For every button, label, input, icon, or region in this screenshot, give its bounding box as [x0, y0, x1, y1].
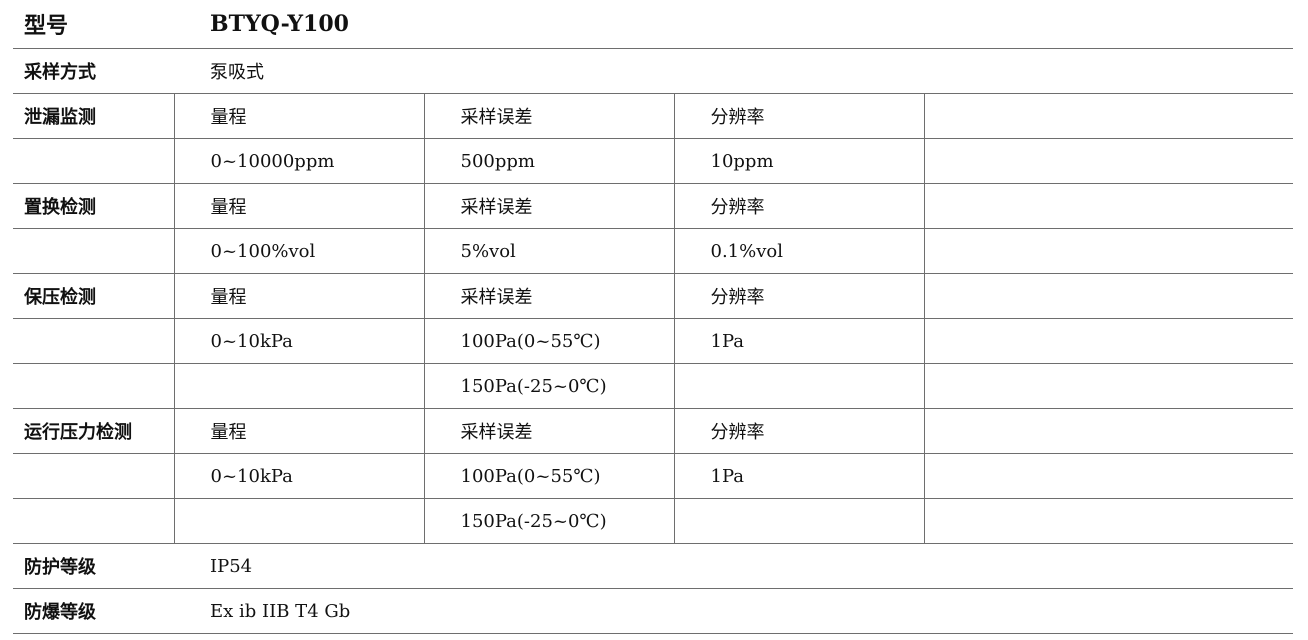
table-row: 150Pa(-25~0℃)	[13, 498, 1294, 544]
sampling-method-value: 泵吸式	[174, 48, 1294, 94]
table-cell	[923, 408, 1294, 454]
table-cell: 0~100%vol	[173, 228, 424, 274]
table-row: 0~10000ppm 500ppm 10ppm	[13, 138, 1294, 184]
table-cell: 分辨率	[673, 408, 924, 454]
row-label	[13, 228, 174, 274]
table-cell: 量程	[173, 408, 424, 454]
explosion-proof-label: 防爆等级	[13, 588, 174, 634]
table-cell	[923, 183, 1294, 229]
table-cell: 0.1%vol	[673, 228, 924, 274]
protection-value: IP54	[174, 543, 1294, 589]
table-cell: 150Pa(-25~0℃)	[423, 498, 674, 544]
table-row: 运行压力检测 量程 采样误差 分辨率	[13, 408, 1294, 454]
table-cell: 分辨率	[673, 183, 924, 229]
table-cell: 1Pa	[673, 318, 924, 364]
row-label: 运行压力检测	[13, 408, 174, 454]
row-label	[13, 453, 174, 499]
row-explosion-proof: 防爆等级 Ex ib IIB T4 Gb	[13, 588, 1294, 634]
table-row: 150Pa(-25~0℃)	[13, 363, 1294, 409]
table-cell	[923, 363, 1294, 409]
table-cell: 5%vol	[423, 228, 674, 274]
table-cell: 0~10000ppm	[173, 138, 424, 184]
row-label: 泄漏监测	[13, 93, 174, 139]
table-cell	[923, 228, 1294, 274]
row-label	[13, 363, 174, 409]
row-label	[13, 498, 174, 544]
row-label: 置换检测	[13, 183, 174, 229]
table-cell: 100Pa(0~55℃)	[423, 318, 674, 364]
table-cell: 150Pa(-25~0℃)	[423, 363, 674, 409]
table-cell: 分辨率	[673, 93, 924, 139]
table-row: 0~100%vol 5%vol 0.1%vol	[13, 228, 1294, 274]
table-cell: 0~10kPa	[173, 453, 424, 499]
model-label: 型号	[13, 0, 174, 49]
spec-table: 型号 BTYQ-Y100 采样方式 泵吸式 泄漏监测 量程 采样误差 分辨率 0~100…	[13, 0, 1294, 634]
model-value: BTYQ-Y100	[174, 0, 1294, 49]
table-cell: 采样误差	[423, 273, 674, 319]
row-model: 型号 BTYQ-Y100	[13, 0, 1294, 49]
table-cell	[673, 498, 924, 544]
row-sampling-method: 采样方式 泵吸式	[13, 48, 1294, 94]
table-cell: 采样误差	[423, 93, 674, 139]
table-row: 0~10kPa 100Pa(0~55℃) 1Pa	[13, 318, 1294, 364]
sampling-method-label: 采样方式	[13, 48, 174, 94]
table-cell	[923, 453, 1294, 499]
table-cell: 采样误差	[423, 183, 674, 229]
table-cell	[923, 318, 1294, 364]
explosion-proof-value: Ex ib IIB T4 Gb	[174, 588, 1294, 634]
table-cell	[923, 498, 1294, 544]
table-cell	[173, 498, 424, 544]
table-cell: 采样误差	[423, 408, 674, 454]
table-cell: 0~10kPa	[173, 318, 424, 364]
table-cell: 100Pa(0~55℃)	[423, 453, 674, 499]
table-cell	[173, 363, 424, 409]
table-cell: 分辨率	[673, 273, 924, 319]
row-label: 保压检测	[13, 273, 174, 319]
table-cell: 量程	[173, 183, 424, 229]
table-cell: 量程	[173, 273, 424, 319]
table-cell: 10ppm	[673, 138, 924, 184]
table-row: 泄漏监测 量程 采样误差 分辨率	[13, 93, 1294, 139]
table-cell: 1Pa	[673, 453, 924, 499]
table-cell: 量程	[173, 93, 424, 139]
table-row: 置换检测 量程 采样误差 分辨率	[13, 183, 1294, 229]
row-label	[13, 138, 174, 184]
table-cell	[923, 93, 1294, 139]
table-cell: 500ppm	[423, 138, 674, 184]
row-label	[13, 318, 174, 364]
table-cell	[923, 138, 1294, 184]
table-row: 0~10kPa 100Pa(0~55℃) 1Pa	[13, 453, 1294, 499]
row-protection: 防护等级 IP54	[13, 543, 1294, 589]
table-cell	[923, 273, 1294, 319]
table-row: 保压检测 量程 采样误差 分辨率	[13, 273, 1294, 319]
table-cell	[673, 363, 924, 409]
protection-label: 防护等级	[13, 543, 174, 589]
